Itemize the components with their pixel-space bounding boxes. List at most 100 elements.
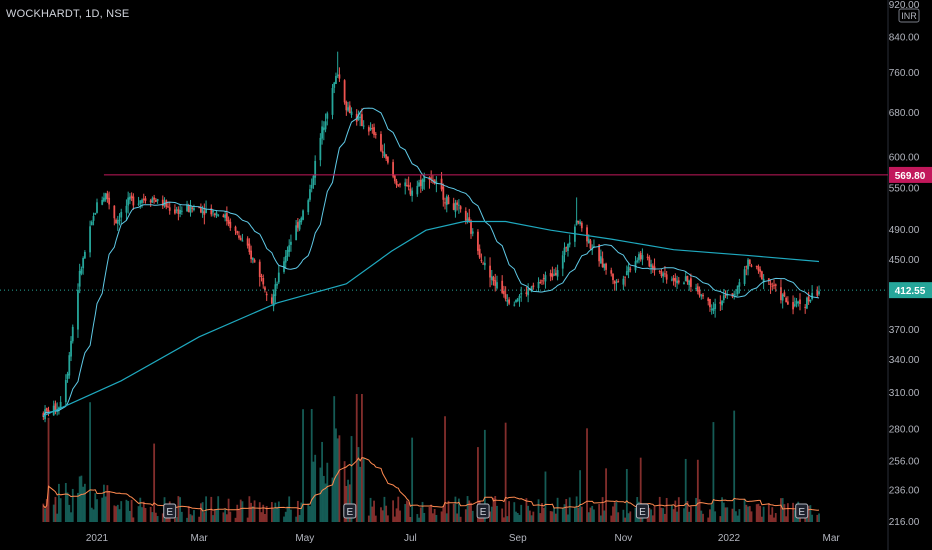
candle-body — [295, 225, 298, 241]
candle-body — [92, 216, 95, 221]
candle-body — [253, 259, 256, 263]
volume-bar — [745, 504, 748, 522]
candle-body — [786, 301, 789, 305]
volume-bar — [251, 506, 254, 522]
candle-body — [168, 207, 171, 211]
candle-body — [239, 237, 242, 241]
candle-body — [108, 197, 111, 205]
price-tick-label: 760.00 — [889, 68, 920, 79]
volume-bar — [236, 504, 239, 522]
volume-bar — [326, 462, 329, 522]
candle-body — [781, 294, 784, 301]
candle-body — [151, 198, 154, 203]
volume-bar — [433, 508, 436, 522]
volume-bar — [670, 504, 673, 522]
candle-body — [406, 185, 408, 187]
volume-bar — [180, 511, 183, 522]
candle-body — [650, 264, 652, 268]
volume-bar — [648, 507, 651, 522]
volume-bar — [222, 512, 225, 522]
candle-body — [189, 205, 192, 213]
volume-bar — [407, 502, 410, 522]
volume-bar — [575, 496, 578, 522]
volume-bar — [419, 507, 422, 522]
candle-body — [530, 286, 533, 292]
price-tick-label: 920.00 — [889, 0, 920, 11]
price-tick-label: 236.00 — [889, 485, 920, 496]
candle-body — [118, 219, 121, 221]
candle-body — [156, 199, 159, 202]
volume-bar — [238, 509, 240, 522]
volume-bar — [381, 510, 384, 522]
candle-body — [309, 189, 311, 200]
volume-bar — [357, 447, 360, 522]
time-tick-label: Mar — [823, 533, 841, 544]
volume-bar — [722, 502, 725, 522]
volume-bar — [331, 477, 334, 522]
candle-body — [229, 221, 232, 228]
candle-body — [780, 287, 782, 301]
volume-bar — [750, 511, 753, 522]
volume-bar — [82, 486, 85, 522]
candle-body — [577, 220, 580, 223]
volume-bar — [430, 504, 433, 522]
volume-bar — [149, 506, 152, 522]
volume-bar — [215, 508, 218, 522]
volume-bar — [367, 515, 370, 522]
earnings-marker-label: E — [166, 507, 173, 518]
candle-body — [743, 269, 746, 284]
candle-body — [483, 262, 486, 266]
volume-bar — [104, 496, 107, 522]
candle-body — [288, 245, 291, 252]
volume-bar — [634, 507, 637, 522]
candle-body — [501, 280, 504, 293]
candle-body — [234, 226, 237, 231]
candle-body — [52, 405, 55, 416]
currency-label: INR — [901, 11, 917, 21]
candle-body — [459, 206, 462, 210]
volume-bar — [153, 443, 156, 522]
volume-bar — [89, 402, 91, 522]
candle-body — [695, 287, 698, 289]
candle-body — [773, 284, 775, 286]
volume-bar — [324, 483, 327, 522]
earnings-marker-label: E — [798, 507, 805, 518]
volume-bar — [518, 514, 521, 522]
volume-bar — [793, 510, 796, 522]
volume-bar — [771, 507, 774, 522]
candle-body — [322, 127, 325, 131]
candle-body — [568, 242, 571, 245]
volume-bar — [167, 515, 169, 522]
volume-bar — [151, 512, 154, 522]
volume-bar — [580, 506, 583, 522]
price-tick-label: 600.00 — [889, 153, 920, 164]
volume-bar — [253, 500, 256, 522]
candle-body — [68, 355, 71, 376]
volume-bar — [193, 510, 195, 522]
candle-body — [724, 294, 727, 296]
volume-bar — [106, 485, 109, 522]
earnings-marker-box — [343, 503, 357, 519]
volume-bar — [811, 514, 814, 522]
volume-bar — [347, 479, 349, 522]
volume-bar — [212, 515, 214, 522]
volume-bar — [321, 441, 323, 522]
candle-body — [818, 291, 820, 295]
volume-bar — [296, 500, 299, 522]
time-tick-label: Sep — [509, 533, 527, 544]
volume-group — [42, 394, 820, 522]
volume-bar — [504, 422, 507, 522]
volume-bar — [532, 511, 535, 522]
candle-body — [411, 190, 414, 196]
candle-body — [591, 249, 594, 251]
volume-bar — [310, 409, 313, 522]
volume-bar — [516, 513, 519, 522]
volume-bar — [471, 510, 474, 522]
volume-bar — [309, 506, 311, 522]
candle-body — [94, 212, 97, 215]
volume-bar — [77, 492, 79, 522]
volume-bar — [201, 502, 204, 522]
volume-bar — [567, 514, 569, 522]
candle-body — [144, 198, 147, 201]
